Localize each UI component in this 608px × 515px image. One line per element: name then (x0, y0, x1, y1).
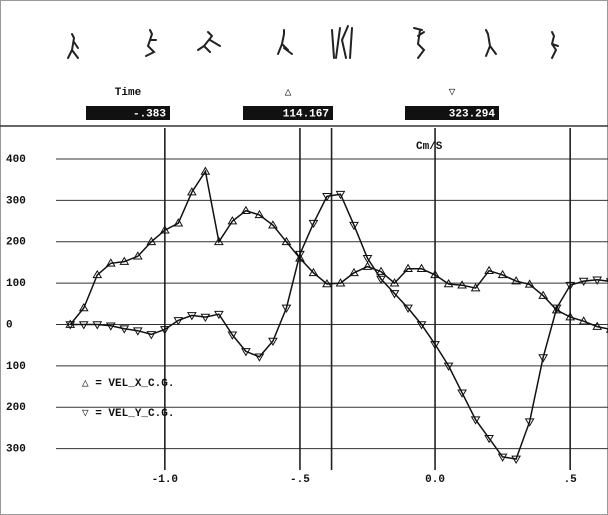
readout-value: 114.167 (283, 108, 329, 120)
readout-label: △ (285, 87, 292, 99)
legend-entry: △ = VEL_X_C.G. (82, 378, 174, 390)
frame (1, 1, 608, 515)
y-tick-label: 0 (6, 319, 13, 331)
y-tick-label: 300 (6, 444, 26, 456)
y-tick-label: 200 (6, 402, 26, 414)
y-tick-label: 100 (6, 361, 26, 373)
y-unit-label: Cm/S (416, 141, 443, 153)
x-tick-label: 0.0 (425, 474, 445, 486)
x-tick-label: -.5 (290, 474, 310, 486)
readout-label: ▽ (449, 87, 456, 99)
readout-label: Time (115, 87, 142, 99)
screen: Time -.383 △ 114.167 ▽ 323.294 Cm/S 400 300 200… (0, 0, 608, 515)
y-tick-label: 200 (6, 237, 26, 249)
x-tick-label: -1.0 (152, 474, 178, 486)
y-tick-label: 100 (6, 278, 26, 290)
y-tick-label: 300 (6, 195, 26, 207)
legend-entry: ▽ = VEL_Y_C.G. (82, 408, 174, 420)
y-tick-label: 400 (6, 154, 26, 166)
x-tick-label: .5 (564, 474, 578, 486)
readout-value: 323.294 (449, 108, 496, 120)
readout-value: -.383 (133, 108, 166, 120)
page: Time -.383 △ 114.167 ▽ 323.294 Cm/S 400 300 200… (0, 0, 608, 515)
